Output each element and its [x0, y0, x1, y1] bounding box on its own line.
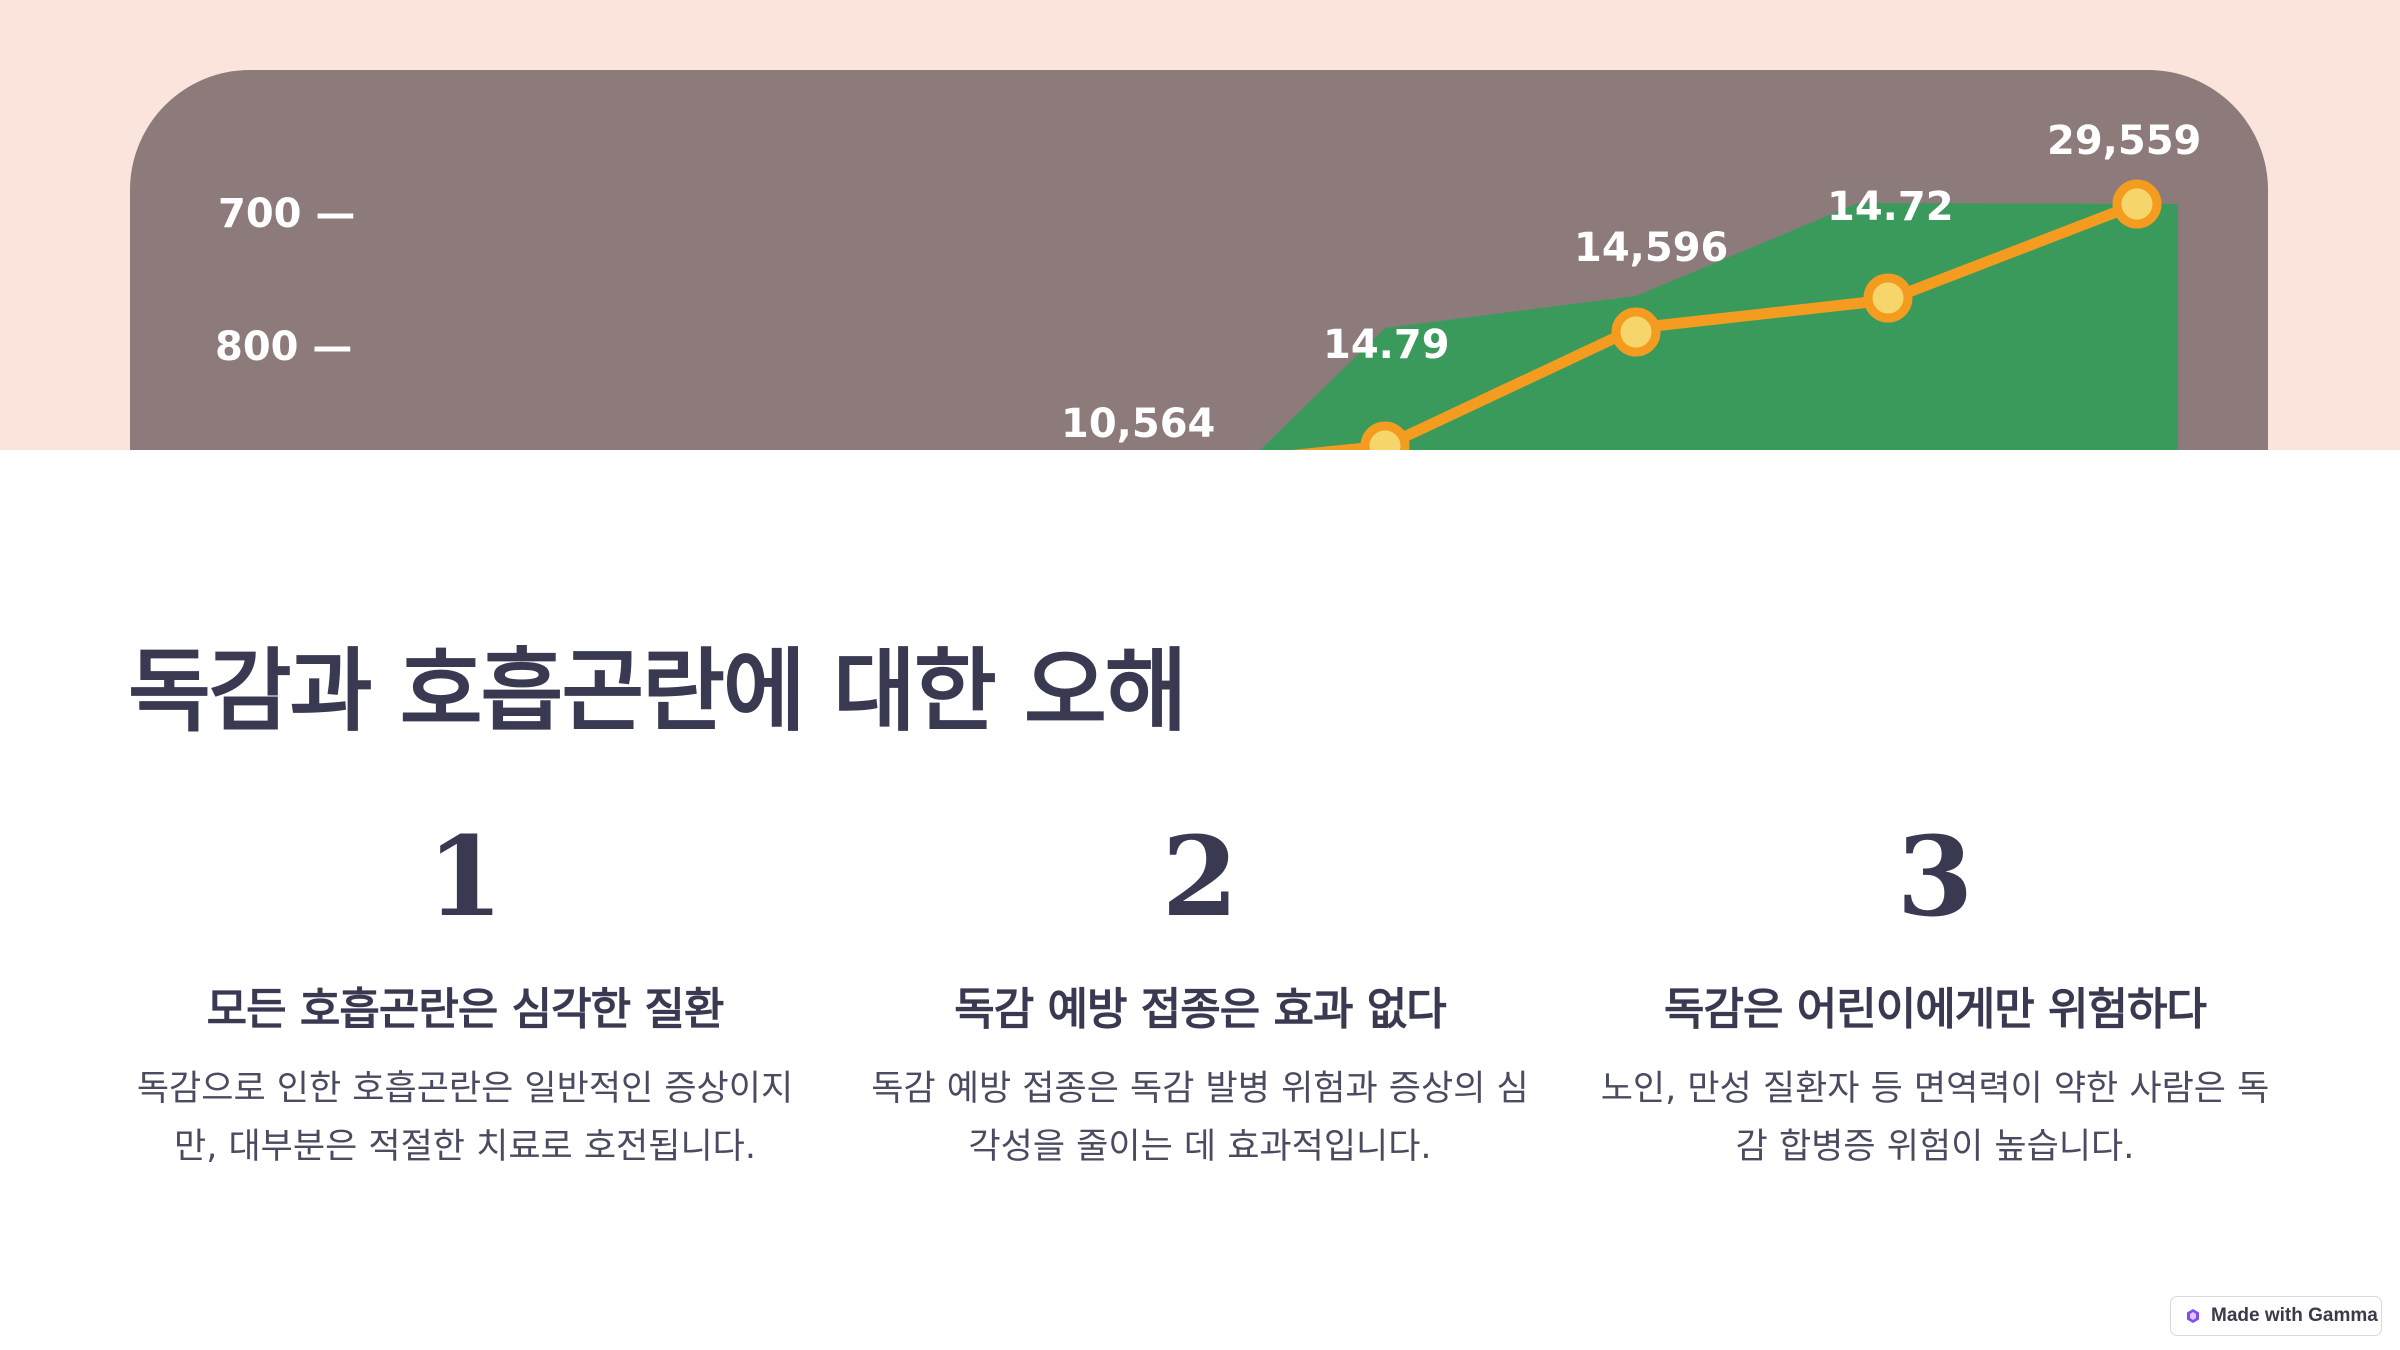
item-description: 노인, 만성 질환자 등 면역력이 약한 사람은 독감 합병증 위험이 높습니다… — [1600, 1069, 2270, 1167]
chart-point — [1360, 421, 1410, 450]
chart-image-card: 700 — 800 — 10,564 14.79 14,596 14.72 29… — [130, 70, 2268, 450]
item-heading: 독감은 어린이에게만 위험하다 — [1664, 984, 2207, 1035]
misconception-card-3: 3 독감은 어린이에게만 위험하다 노인, 만성 질환자 등 면역력이 약한 사… — [1590, 812, 2280, 1176]
item-number: 3 — [1896, 812, 1974, 941]
item-heading: 독감 예방 접종은 효과 없다 — [954, 984, 1447, 1035]
made-with-gamma-badge[interactable]: Made with Gamma — [2170, 1296, 2382, 1336]
gamma-logo-icon — [2187, 1309, 2199, 1323]
y-tick-label: 700 — — [218, 191, 355, 237]
item-heading: 모든 호흡곤란은 심각한 질환 — [206, 984, 725, 1035]
data-label: 14,596 — [1574, 225, 1728, 271]
chart-graphic: 700 — 800 — 10,564 14.79 14,596 14.72 29… — [215, 118, 2201, 450]
chart-point — [1611, 307, 1661, 357]
chart-point — [2112, 179, 2162, 229]
misconception-card-1: 1 모든 호흡곤란은 심각한 질환 독감으로 인한 호흡곤란은 일반적인 증상이… — [120, 812, 810, 1176]
item-number: 2 — [1161, 812, 1239, 941]
item-description: 독감으로 인한 호흡곤란은 일반적인 증상이지만, 대부분은 적절한 치료로 호… — [136, 1069, 794, 1167]
data-label: 29,559 — [2047, 118, 2201, 164]
item-description: 독감 예방 접종은 독감 발병 위험과 증상의 심각성을 줄이는 데 효과적입니… — [871, 1069, 1529, 1167]
data-label: 14.72 — [1827, 184, 1954, 230]
chart-point — [1863, 273, 1913, 323]
hero-image: 700 — 800 — 10,564 14.79 14,596 14.72 29… — [0, 0, 2400, 450]
chart-area-fill — [1260, 203, 2178, 450]
y-tick-label: 800 — — [215, 324, 352, 370]
badge-label: Made with Gamma — [2211, 1305, 2378, 1326]
chart-points — [1360, 179, 2162, 450]
page-title: 독감과 호흡곤란에 대한 오해 — [128, 639, 1188, 744]
data-label: 10,564 — [1061, 401, 1215, 447]
item-number: 1 — [426, 812, 504, 941]
data-label: 14.79 — [1323, 322, 1450, 368]
misconception-card-2: 2 독감 예방 접종은 효과 없다 독감 예방 접종은 독감 발병 위험과 증상… — [855, 812, 1545, 1176]
